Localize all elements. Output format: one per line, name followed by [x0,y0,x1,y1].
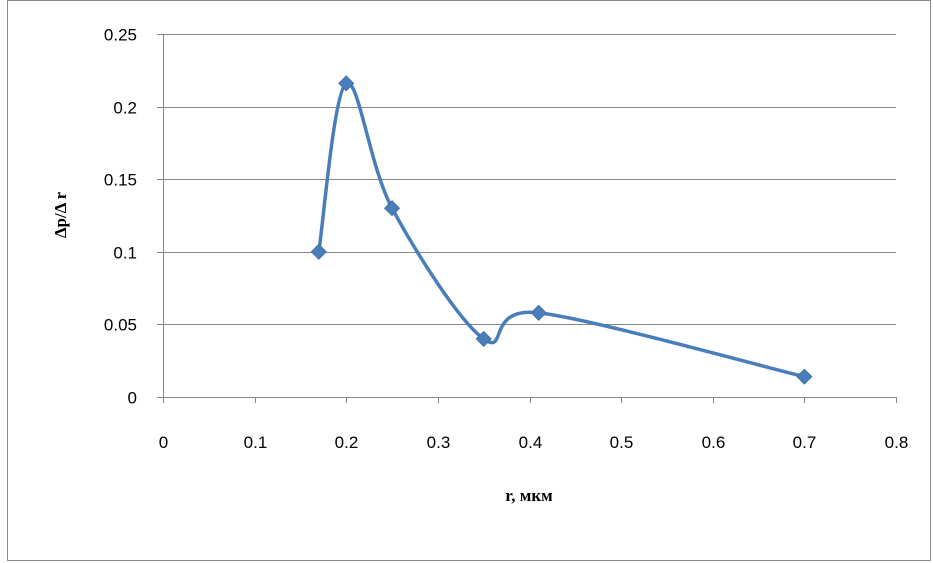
x-axis-title: r, мкм [505,486,553,505]
x-tick-label-3: 0.3 [427,433,451,452]
tick-labels: 0 0.05 0.1 0.15 0.2 0.25 0 0.1 0.2 0.3 0.4 0.5 0.6 0.… [104,26,908,453]
data-point-3 [475,330,492,347]
series-line-0 [317,81,807,379]
data-point-4 [530,304,547,321]
gridlines [163,34,896,325]
y-tick-label-3: 0.15 [104,171,137,190]
y-tick-label-5: 0.25 [104,26,137,45]
axes [157,34,897,403]
x-tick-label-7: 0.7 [793,433,817,452]
data-point-0 [310,243,327,260]
data-point-1 [338,75,355,92]
markers [310,75,813,385]
data-point-5 [796,368,813,385]
y-axis-title: Δp/Δ r [51,191,70,238]
x-tick-label-6: 0.6 [702,433,726,452]
y-tick-label-4: 0.2 [113,99,137,118]
data-point-2 [383,200,401,217]
series-layer [317,81,807,379]
x-tick-label-5: 0.5 [610,433,634,452]
x-tick-label-4: 0.4 [519,433,543,452]
x-tick-label-8: 0.8 [885,433,909,452]
y-tick-label-0: 0 [128,389,137,408]
y-tick-label-2: 0.1 [113,244,137,263]
x-tick-label-0: 0 [159,433,168,452]
chart-frame [7,0,931,561]
y-tick-label-1: 0.05 [104,316,137,335]
x-tick-label-1: 0.1 [244,433,268,452]
x-tick-label-2: 0.2 [335,433,359,452]
